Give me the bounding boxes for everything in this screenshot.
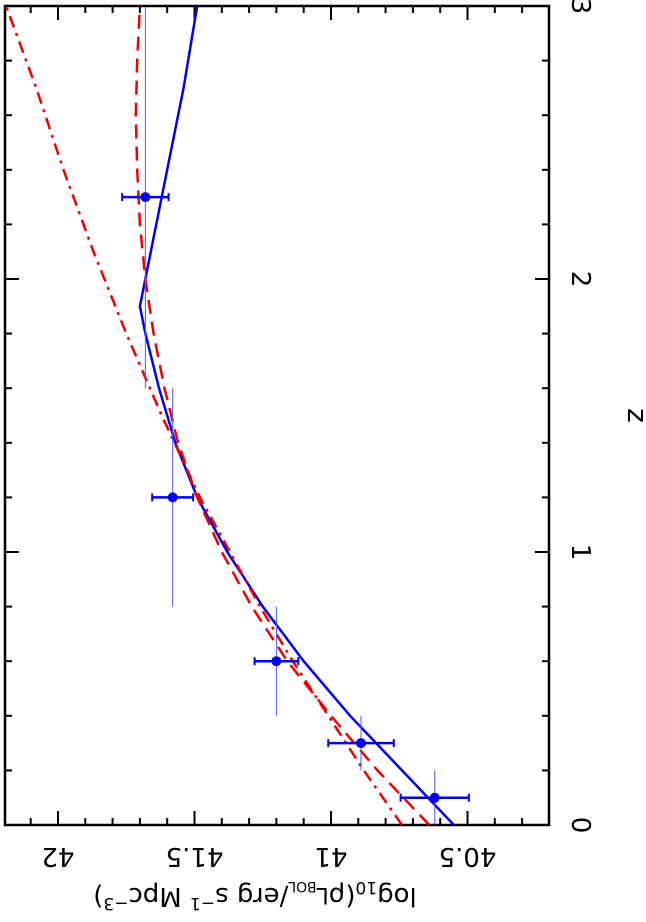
blue-solid-fit-curve: [138, 5, 455, 826]
axis-label-part: /erg s: [215, 881, 288, 911]
data-point: [327, 715, 395, 771]
value-tick-label: 40.5: [439, 841, 497, 871]
axis-labels: 0 1 2 3 z 40.5 41 41.5 42 log10(ρLBOL/erg s−1 Mpc…: [41, 0, 646, 913]
plot-curves: [4, 5, 455, 826]
axis-label-part: Mpc: [128, 881, 190, 911]
data-point: [253, 606, 300, 716]
marker: [429, 792, 440, 803]
value-tick-label: 42: [41, 841, 74, 871]
marker: [356, 738, 367, 749]
axis-label-part: −3: [103, 893, 128, 913]
value-axis-label: log10(ρLBOL/erg s−1 Mpc−3): [93, 877, 416, 913]
axis-label-part: −1: [190, 893, 215, 913]
axis-label-part: ): [93, 881, 103, 911]
axis-label-part: L: [316, 882, 329, 907]
z-axis-label: z: [621, 408, 646, 423]
axes-box: [3, 4, 551, 827]
z-tick-label: 3: [565, 0, 595, 14]
z-tick-label: 0: [565, 817, 595, 834]
data-point: [151, 388, 195, 607]
axis-label-part: BOL: [288, 878, 316, 894]
value-tick-label: 41.5: [166, 841, 224, 871]
data-points: [121, 6, 470, 825]
marker: [167, 492, 178, 503]
red-dot-dash-curve: [4, 5, 404, 826]
marker: [271, 656, 282, 667]
red-dashed-curve: [134, 5, 431, 826]
z-tick-label: 1: [565, 544, 595, 561]
marker: [140, 192, 151, 203]
axis-label-part: (ρ: [329, 881, 356, 911]
value-tick-label: 41: [314, 841, 347, 871]
data-point: [121, 6, 170, 389]
plot-frame: [3, 4, 551, 827]
axis-label-part: 10: [355, 877, 377, 897]
z-tick-label: 2: [565, 271, 595, 288]
axis-label-part: log: [377, 881, 417, 911]
data-point: [399, 770, 470, 825]
